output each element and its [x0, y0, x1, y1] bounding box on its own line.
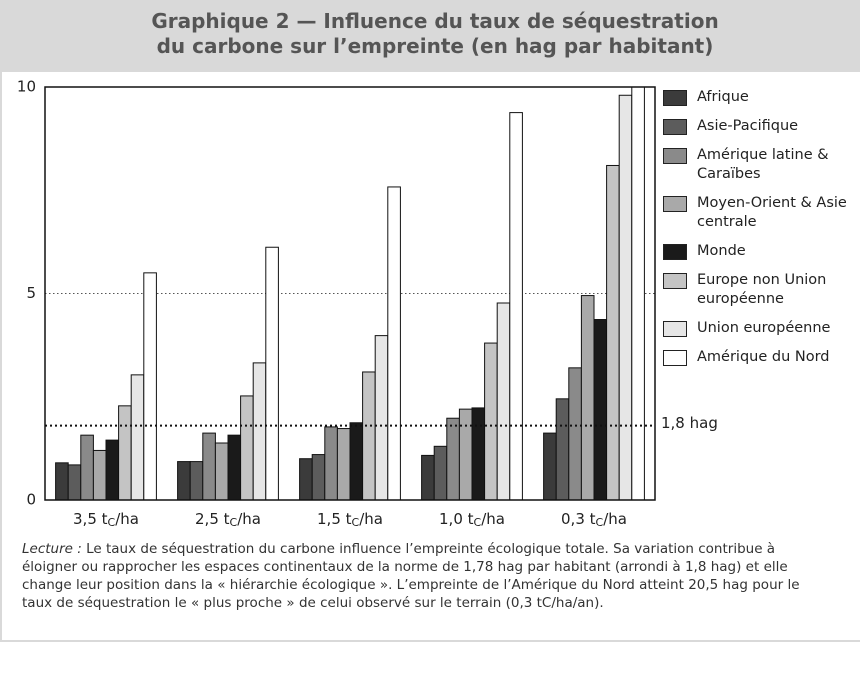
bar — [189, 461, 204, 500]
legend-label: Asie-Pacifique — [697, 118, 799, 134]
x-tick-label: 1,0 tC/ha — [439, 510, 505, 530]
legend-label: Afrique — [697, 89, 749, 105]
bar — [362, 371, 376, 500]
bar — [55, 462, 69, 500]
bar — [177, 461, 191, 500]
bar — [240, 395, 254, 500]
bar — [311, 454, 326, 500]
bar — [593, 319, 608, 500]
bar — [227, 434, 242, 500]
bar — [509, 112, 523, 500]
bar — [387, 186, 401, 500]
note-text: Le taux de séquestration du carbone infl… — [22, 541, 800, 611]
reference-label: 1,8 hag — [661, 414, 718, 432]
bar — [67, 464, 82, 500]
bar — [555, 398, 570, 500]
bar — [580, 295, 595, 500]
bar — [421, 454, 435, 500]
bar — [80, 434, 94, 500]
bar — [299, 458, 313, 500]
bar — [349, 422, 364, 500]
bar — [214, 442, 229, 500]
legend-label: Amérique du Nord — [697, 349, 830, 365]
y-tick-label: 5 — [26, 284, 36, 302]
bar — [130, 374, 145, 500]
bar — [606, 164, 620, 500]
bar — [252, 362, 267, 500]
legend-swatch — [663, 196, 687, 212]
legend-swatch — [663, 244, 687, 260]
legend-label: Europe non Union européenne — [697, 272, 827, 307]
note: Lecture : Le taux de séquestration du ca… — [22, 540, 832, 612]
legend-item: Moyen-Orient & Asie centrale — [663, 194, 853, 232]
bar — [336, 428, 351, 500]
title-bar — [0, 0, 860, 72]
bar — [543, 432, 557, 500]
bar — [484, 342, 498, 500]
legend-label: Amérique latine & Caraïbes — [697, 147, 829, 182]
legend-item: Asie-Pacifique — [663, 117, 853, 136]
y-tick-label: 0 — [26, 491, 36, 509]
bar — [118, 405, 132, 500]
bar — [471, 407, 486, 500]
legend-item: Amérique latine & Caraïbes — [663, 146, 853, 184]
x-tick-label: 1,5 tC/ha — [317, 510, 383, 530]
legend-label: Union européenne — [697, 320, 831, 336]
note-label: Lecture : — [22, 541, 82, 557]
legend-swatch — [663, 148, 687, 164]
legend-swatch — [663, 273, 687, 289]
legend-item: Afrique — [663, 88, 853, 107]
legend-label: Moyen-Orient & Asie centrale — [697, 195, 847, 230]
bar — [374, 335, 389, 500]
bar — [265, 246, 279, 500]
x-tick-label: 2,5 tC/ha — [195, 510, 261, 530]
legend-item: Amérique du Nord — [663, 348, 853, 367]
bar — [618, 94, 633, 500]
x-tick-label: 3,5 tC/ha — [73, 510, 139, 530]
bar — [631, 87, 645, 500]
legend-item: Europe non Union européenne — [663, 271, 853, 309]
bar — [143, 272, 157, 500]
legend-swatch — [663, 350, 687, 366]
plot-frame — [44, 86, 656, 501]
bar — [568, 367, 582, 500]
legend-swatch — [663, 90, 687, 106]
bar — [105, 439, 120, 500]
bar — [446, 417, 460, 500]
bar — [433, 445, 448, 500]
bars — [55, 87, 645, 500]
bar — [496, 302, 511, 500]
legend: Afrique Asie-Pacifique Amérique latine & C… — [663, 88, 853, 377]
x-tick-label: 0,3 tC/ha — [561, 510, 627, 530]
bar — [202, 432, 216, 500]
chart-title: Graphique 2 — Influence du taux de séque… — [151, 9, 719, 58]
bar — [458, 408, 473, 500]
frame — [0, 72, 860, 642]
legend-label: Monde — [697, 243, 746, 259]
legend-item: Union européenne — [663, 319, 853, 338]
legend-swatch — [663, 321, 687, 337]
y-tick-label: 10 — [17, 78, 36, 96]
legend-item: Monde — [663, 242, 853, 261]
bar — [324, 426, 338, 500]
bar — [92, 449, 107, 500]
legend-swatch — [663, 119, 687, 135]
